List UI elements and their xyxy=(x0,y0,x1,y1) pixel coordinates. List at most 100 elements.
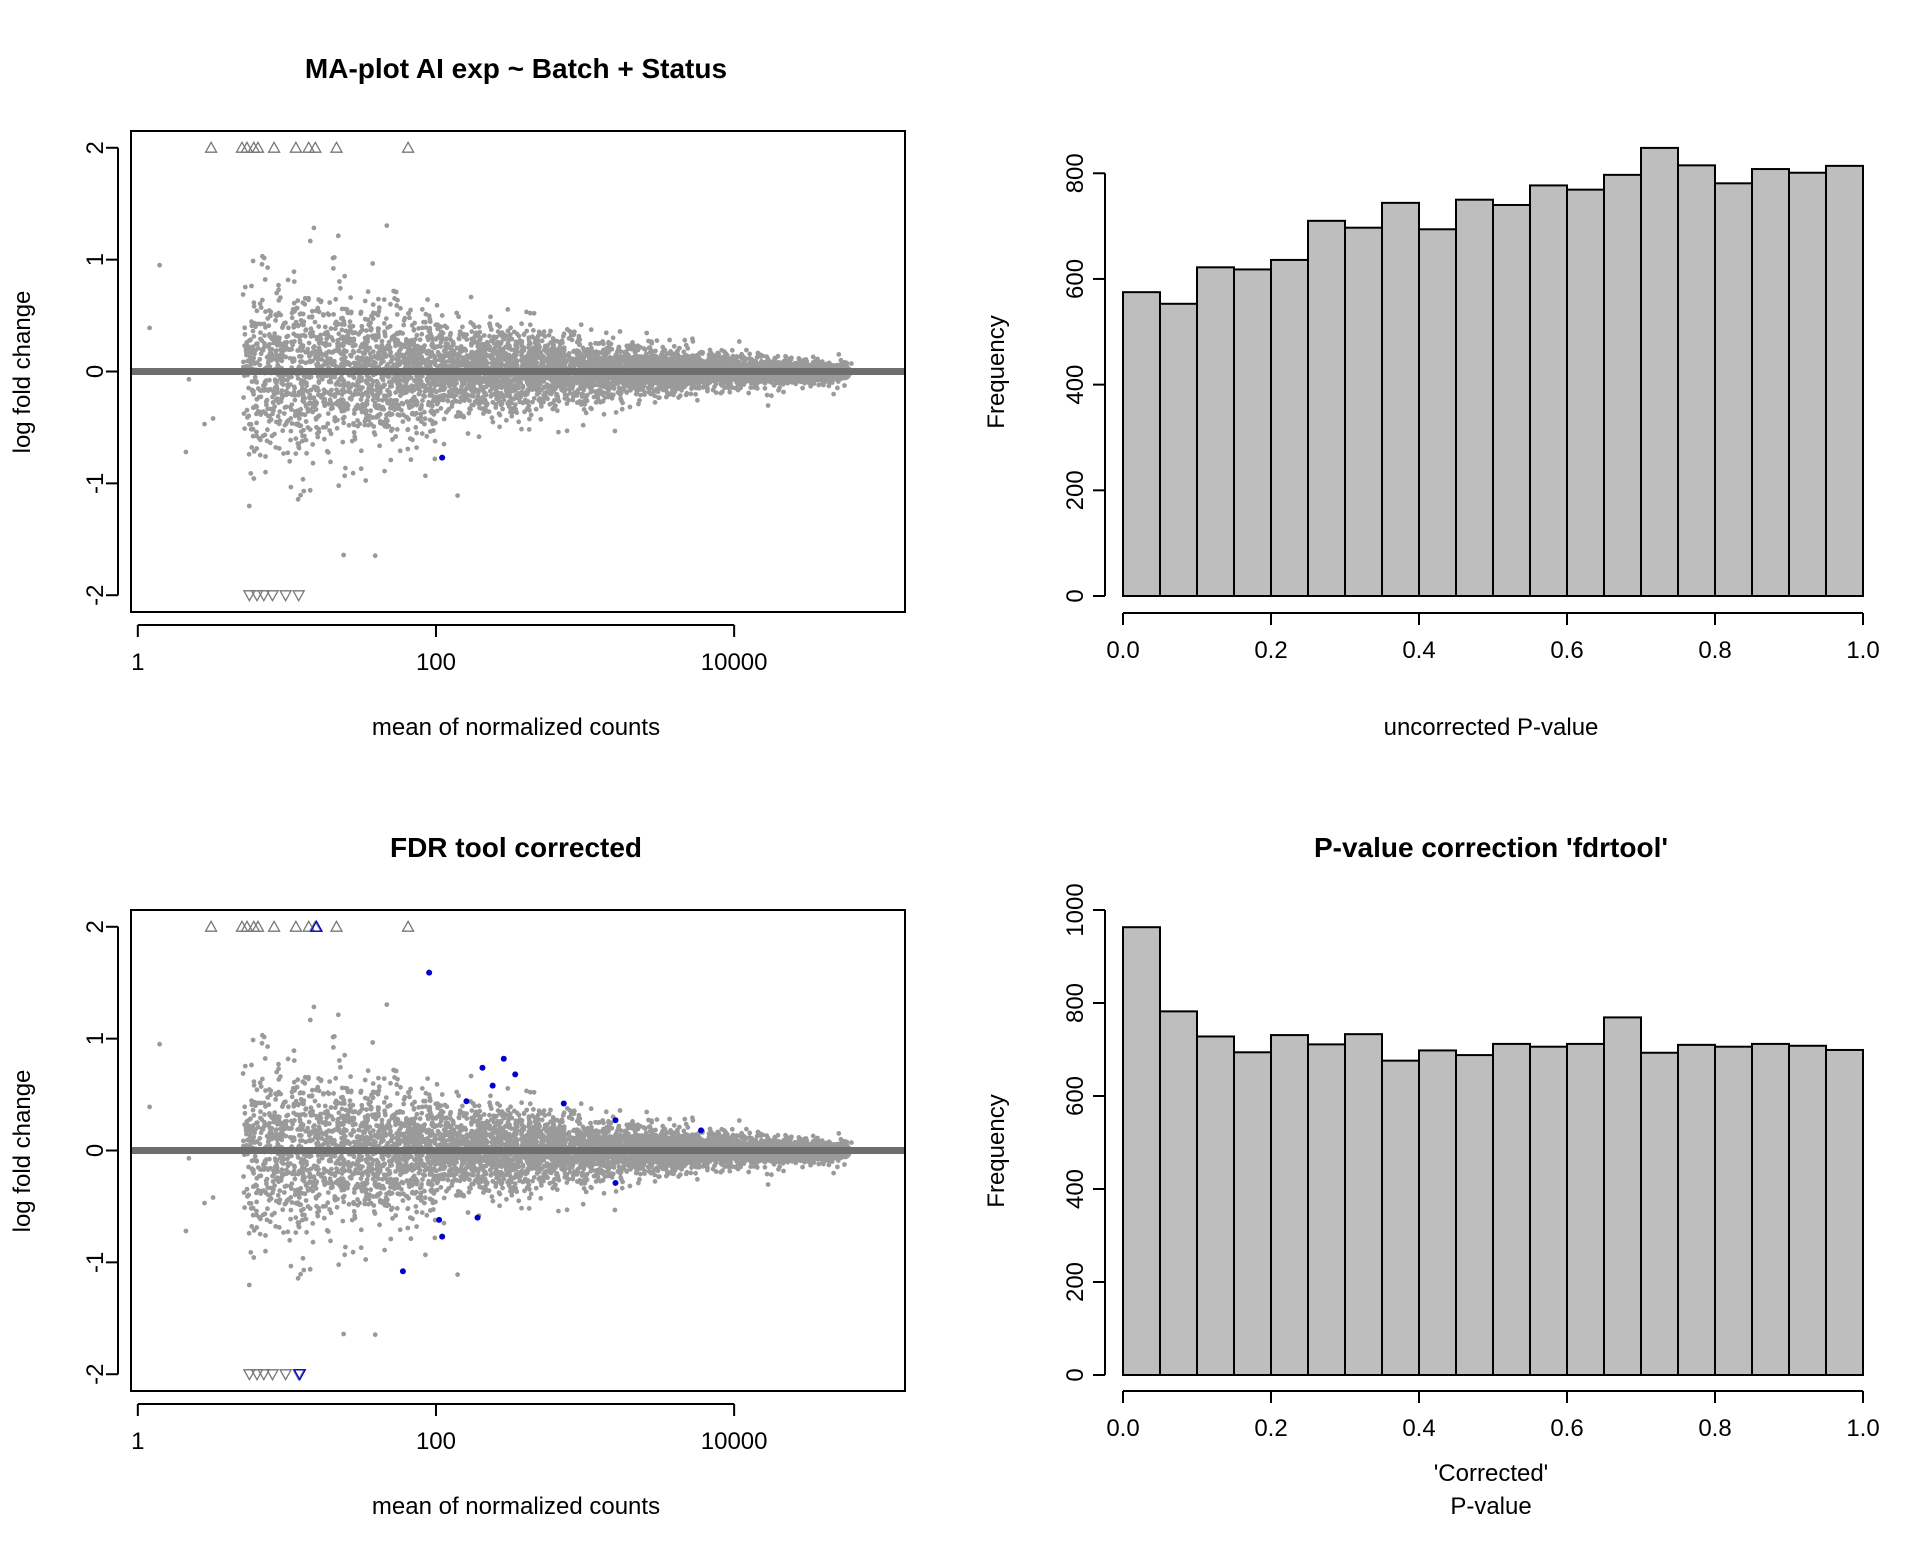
clipped-down-marker xyxy=(292,590,306,603)
y-tick-label: -1 xyxy=(82,473,109,494)
point-cloud xyxy=(147,1002,856,1338)
clipped-up-marker xyxy=(204,140,218,153)
x-tick-label: 1 xyxy=(131,649,144,676)
clipped-up-marker xyxy=(401,919,415,932)
x-tick-label: 0.4 xyxy=(1402,1415,1435,1442)
bars-layer xyxy=(1122,146,1864,598)
clipped-down-marker xyxy=(250,590,264,603)
histogram-bar xyxy=(1677,164,1716,597)
y-tick-label: 0 xyxy=(1062,1368,1089,1381)
histogram-bar xyxy=(1788,1044,1827,1377)
y-tick-label: 1 xyxy=(82,253,109,266)
clipped-down-marker xyxy=(257,1369,271,1382)
clipped-up-marker xyxy=(329,919,344,932)
x-tick-label: 100 xyxy=(416,1428,456,1455)
histogram-bar xyxy=(1381,1059,1420,1377)
significant-point xyxy=(489,1082,496,1089)
histogram-bar xyxy=(1603,1016,1642,1376)
histogram-bar xyxy=(1344,226,1383,598)
significant-point xyxy=(426,969,433,976)
points-layer xyxy=(147,1002,856,1338)
y-tick-label: 400 xyxy=(1062,1169,1089,1209)
ma-plot-fdr-corrected: FDR tool corrected 1 100 10000 -2 -1 0 1 2 mea… xyxy=(9,832,906,1520)
histogram-bar xyxy=(1418,228,1457,597)
chart-title: FDR tool corrected xyxy=(390,832,642,863)
x-tick-label: 0.2 xyxy=(1254,637,1287,664)
point-cloud xyxy=(147,223,856,559)
clipped-down-marker xyxy=(250,1369,264,1382)
histogram-bar xyxy=(1159,302,1198,597)
clipped-up-marker xyxy=(251,140,265,153)
histogram-bar xyxy=(1418,1049,1457,1377)
y-tick-label: 400 xyxy=(1062,365,1089,405)
y-axis: 0 200 400 600 800 xyxy=(1062,153,1106,603)
y-tick-label: 1 xyxy=(82,1032,109,1045)
x-axis: 1 100 10000 xyxy=(131,624,768,676)
chart-title: P-value correction 'fdrtool' xyxy=(1314,832,1668,863)
chart-title: MA-plot AI exp ~ Batch + Status xyxy=(305,53,727,84)
significant-point xyxy=(479,1064,486,1071)
histogram-bar xyxy=(1233,268,1272,597)
x-axis: 0.0 0.2 0.4 0.6 0.8 1.0 xyxy=(1106,612,1880,664)
clipped-down-marker xyxy=(257,590,271,603)
histogram-bar xyxy=(1381,201,1420,597)
y-tick-label: 600 xyxy=(1062,259,1089,299)
y-axis-label: Frequency xyxy=(983,1094,1010,1207)
x-tick-label: 0.8 xyxy=(1698,1415,1731,1442)
x-tick-label: 0.6 xyxy=(1550,1415,1583,1442)
significant-points-layer xyxy=(439,454,446,461)
y-tick-label: 2 xyxy=(82,141,109,154)
histogram-bar xyxy=(1566,1042,1605,1377)
x-tick-label: 0.2 xyxy=(1254,1415,1287,1442)
histogram-bar xyxy=(1233,1051,1272,1377)
histogram-bar xyxy=(1603,173,1642,598)
histogram-bar xyxy=(1307,219,1346,597)
significant-point xyxy=(439,454,446,461)
significant-point xyxy=(612,1117,619,1124)
clipped-up-marker xyxy=(302,919,316,932)
y-axis: 0 200 400 600 800 1000 xyxy=(1062,883,1106,1382)
clipped-markers-layer xyxy=(204,140,415,603)
clipped-down-marker xyxy=(278,590,293,603)
x-tick-label: 0.4 xyxy=(1402,637,1435,664)
x-tick-label: 0.8 xyxy=(1698,637,1731,664)
significant-points-layer xyxy=(399,969,705,1275)
clipped-down-marker xyxy=(265,590,280,603)
histogram-bar xyxy=(1788,171,1827,597)
x-tick-label: 10000 xyxy=(701,1428,768,1455)
x-tick-label: 10000 xyxy=(701,649,768,676)
y-tick-label: 800 xyxy=(1062,153,1089,193)
histogram-bar xyxy=(1492,1042,1531,1377)
y-axis-label: log fold change xyxy=(9,291,36,454)
histogram-bar xyxy=(1825,164,1864,597)
histogram-bar xyxy=(1640,1051,1679,1376)
significant-point xyxy=(500,1055,507,1062)
histogram-bar xyxy=(1122,926,1161,1377)
histogram-bar xyxy=(1307,1043,1346,1376)
y-tick-label: 600 xyxy=(1062,1076,1089,1116)
y-tick-label: 800 xyxy=(1062,983,1089,1023)
x-axis-label: mean of normalized counts xyxy=(372,1493,660,1520)
plot-frame xyxy=(130,909,906,1392)
x-tick-label: 1.0 xyxy=(1846,1415,1879,1442)
histogram-bar xyxy=(1714,182,1753,597)
clipped-up-marker xyxy=(302,140,316,153)
bars-layer xyxy=(1122,926,1864,1377)
clipped-down-marker xyxy=(278,1369,293,1382)
clipped-down-marker xyxy=(242,590,257,603)
x-axis-label: mean of normalized counts xyxy=(372,714,660,741)
significant-point xyxy=(399,1268,406,1275)
significant-point xyxy=(436,1216,443,1223)
significant-clipped-up-marker xyxy=(309,919,324,932)
y-tick-label: 1000 xyxy=(1062,883,1089,936)
y-axis: -2 -1 0 1 2 xyxy=(82,920,119,1385)
points-layer xyxy=(147,223,856,559)
y-tick-label: 200 xyxy=(1062,1262,1089,1302)
histogram-bar xyxy=(1529,184,1568,597)
histogram-uncorrected: 0.0 0.2 0.4 0.6 0.8 1.0 0 200 400 600 800 uncorre… xyxy=(983,146,1880,741)
x-tick-label: 0.6 xyxy=(1550,637,1583,664)
significant-point xyxy=(560,1100,567,1107)
clipped-up-marker xyxy=(401,140,415,153)
x-axis-label: uncorrected P-value xyxy=(1384,714,1599,741)
